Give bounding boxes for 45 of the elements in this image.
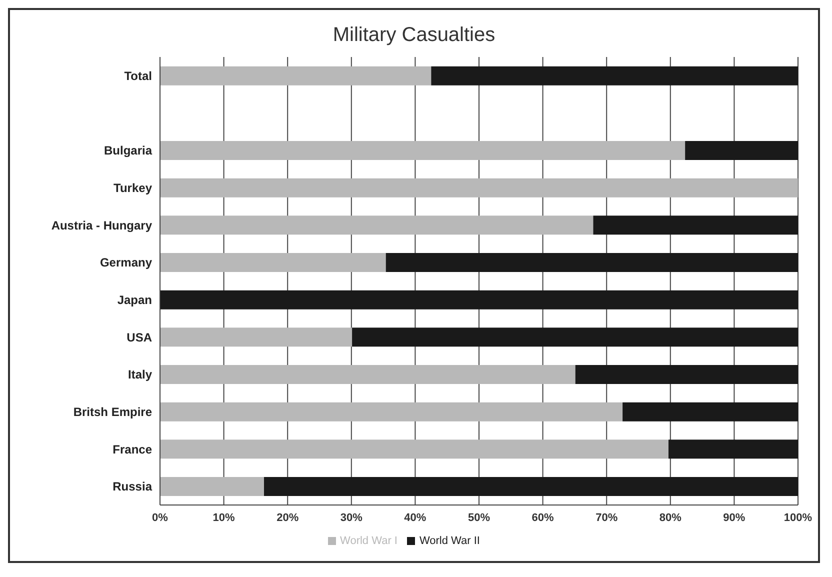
x-tick-label: 50%	[468, 512, 490, 524]
y-tick-label: Total	[124, 68, 152, 83]
bar	[685, 141, 798, 160]
x-tick-label: 70%	[596, 512, 618, 524]
bar	[264, 477, 798, 496]
y-tick-label: Austria - Hungary	[51, 218, 152, 232]
x-tick-label: 90%	[723, 512, 746, 524]
bar	[386, 253, 798, 272]
bar	[160, 477, 264, 496]
bar	[160, 66, 432, 86]
bar	[431, 66, 798, 86]
bar	[160, 216, 594, 235]
x-tick-label: 60%	[532, 512, 554, 524]
y-tick-label: Japan	[117, 292, 152, 307]
bar	[160, 178, 798, 198]
bar	[160, 365, 576, 384]
legend-label: World War I	[340, 535, 398, 547]
y-tick-label: Bulgaria	[104, 144, 152, 158]
bar	[160, 402, 623, 422]
y-tick-label: France	[112, 442, 152, 456]
x-tick-label: 100%	[784, 512, 812, 524]
y-tick-label: Germany	[100, 256, 152, 270]
x-tick-label: 20%	[276, 512, 299, 524]
bar	[622, 402, 798, 422]
bar	[160, 290, 798, 310]
bar	[160, 253, 386, 272]
y-tick-label: Russia	[112, 480, 152, 494]
bar	[668, 440, 798, 459]
bar	[352, 328, 798, 347]
bar	[160, 328, 352, 347]
x-tick-label: 10%	[212, 512, 236, 524]
x-tick-label: 0%	[152, 512, 168, 524]
legend-label: World War II	[419, 535, 480, 547]
bar	[160, 141, 686, 160]
x-tick-label: 40%	[404, 512, 426, 524]
y-tick-label: Turkey	[114, 180, 152, 195]
y-tick-label: Italy	[128, 368, 152, 382]
bar	[575, 365, 798, 384]
y-tick-label: Britsh Empire	[73, 404, 152, 419]
x-tick-label: 30%	[340, 512, 363, 524]
chart-title: Military Casualties	[332, 24, 496, 47]
bar	[593, 216, 798, 235]
bar	[160, 440, 668, 459]
y-tick-label: USA	[126, 330, 152, 344]
x-tick-label: 80%	[659, 512, 682, 524]
